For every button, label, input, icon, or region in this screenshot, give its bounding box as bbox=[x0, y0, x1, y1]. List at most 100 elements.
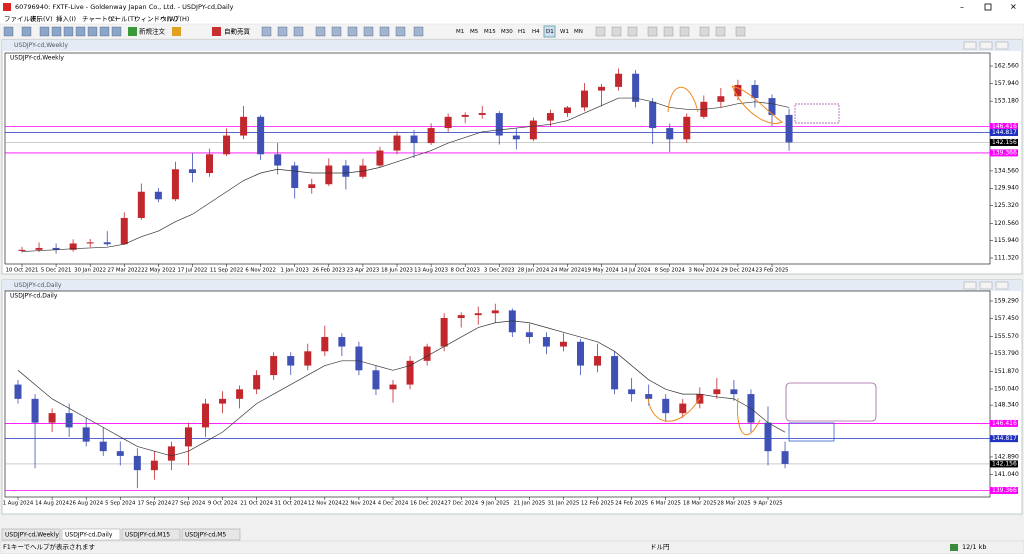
chart-tab-label[interactable]: USDJPY-cd,Weekly bbox=[5, 532, 59, 539]
toolbar-icon[interactable] bbox=[627, 26, 638, 37]
chart-tab[interactable] bbox=[1, 528, 61, 541]
candle-body bbox=[734, 84, 742, 97]
auto-trading-button[interactable]: 自動売買 bbox=[224, 27, 251, 36]
toolbar-icon[interactable] bbox=[99, 26, 110, 37]
toolbar-icon[interactable] bbox=[3, 26, 14, 37]
candle-body bbox=[86, 242, 94, 244]
menu-item[interactable]: 表示(V) bbox=[30, 14, 53, 23]
toolbar-icon[interactable] bbox=[39, 26, 50, 37]
timeframe-button[interactable]: H1 bbox=[518, 29, 526, 35]
toolbar-icon[interactable] bbox=[331, 26, 342, 37]
toolbar-icon[interactable] bbox=[63, 26, 74, 37]
candle-body bbox=[546, 113, 554, 121]
menu-item[interactable]: ウィンドウ(W) bbox=[134, 15, 178, 23]
new-order-button[interactable]: 新規注文 bbox=[139, 27, 166, 36]
candle-body bbox=[410, 135, 418, 144]
x-tick-label: 1 Jan 2023 bbox=[281, 268, 309, 274]
menu-item[interactable]: ファイル(F) bbox=[4, 15, 39, 23]
menu-item[interactable]: チャート(C) bbox=[82, 15, 118, 23]
window-control[interactable] bbox=[963, 281, 977, 290]
timeframe-button[interactable]: M5 bbox=[470, 29, 479, 35]
toolbar-icon[interactable] bbox=[75, 26, 86, 37]
toolbar-icon[interactable] bbox=[363, 26, 374, 37]
x-tick-label: 26 Feb 2023 bbox=[312, 268, 345, 274]
candle-body bbox=[440, 318, 448, 347]
chart-tab-label[interactable]: USDJPY-cd,Daily bbox=[65, 532, 113, 539]
y-tick-label: 125.320 bbox=[994, 202, 1019, 209]
toolbar-icon[interactable] bbox=[172, 27, 181, 36]
toolbar-icon[interactable] bbox=[647, 26, 658, 37]
x-tick-label: 14 Aug 2024 bbox=[35, 501, 70, 507]
timeframe-button[interactable]: MN bbox=[574, 29, 583, 35]
chart-tab-label[interactable]: USDJPY-cd,M15 bbox=[125, 532, 170, 539]
plot-area bbox=[4, 290, 991, 498]
last-price-tag bbox=[990, 460, 1018, 468]
window-control[interactable] bbox=[963, 41, 977, 50]
menu-item[interactable]: ヘルプ(H) bbox=[160, 15, 189, 23]
toolbar-icon[interactable] bbox=[699, 26, 710, 37]
toolbar-icon[interactable] bbox=[379, 26, 390, 37]
timeframe-button[interactable]: M1 bbox=[456, 29, 464, 35]
toolbar-icon[interactable] bbox=[293, 26, 304, 37]
toolbar-icon[interactable] bbox=[715, 26, 726, 37]
toolbar-icon[interactable] bbox=[111, 26, 122, 37]
window-control[interactable] bbox=[995, 41, 1009, 50]
chart-tab[interactable] bbox=[121, 528, 181, 541]
candle-body bbox=[167, 446, 175, 461]
candle-body bbox=[615, 73, 623, 87]
timeframe-button[interactable]: M30 bbox=[501, 29, 513, 35]
candle-body bbox=[150, 460, 158, 471]
timeframe-button[interactable]: W1 bbox=[560, 29, 569, 35]
toolbar-icon[interactable] bbox=[315, 26, 326, 37]
toolbar-icon[interactable] bbox=[679, 26, 690, 37]
toolbar-icon[interactable] bbox=[212, 27, 221, 36]
toolbar-icon[interactable] bbox=[595, 26, 606, 37]
chart-tab[interactable] bbox=[61, 528, 121, 541]
menu-item[interactable]: 挿入(I) bbox=[56, 14, 76, 23]
x-tick-label: 21 Jan 2025 bbox=[513, 501, 545, 507]
toolbar-icon[interactable] bbox=[663, 26, 674, 37]
candle-body bbox=[52, 247, 60, 250]
window-control[interactable] bbox=[979, 41, 993, 50]
toolbar-icon[interactable] bbox=[51, 26, 62, 37]
x-tick-label: 27 Sep 2024 bbox=[172, 501, 206, 507]
toolbar-icon[interactable] bbox=[347, 26, 358, 37]
level-price-tag bbox=[990, 419, 1018, 427]
timeframe-button[interactable]: M15 bbox=[484, 29, 496, 35]
timeframe-button[interactable]: H4 bbox=[532, 29, 540, 35]
toolbar-icon[interactable] bbox=[413, 26, 424, 37]
maximize[interactable] bbox=[984, 3, 992, 11]
toolbar-icon[interactable] bbox=[611, 26, 622, 37]
candle-body bbox=[223, 135, 231, 155]
toolbar-icon[interactable] bbox=[87, 26, 98, 37]
toolbar-icon[interactable] bbox=[21, 26, 32, 37]
window-control[interactable] bbox=[979, 281, 993, 290]
candle-body bbox=[304, 351, 312, 366]
menu-item[interactable]: ツール(T) bbox=[108, 15, 137, 23]
y-tick-label: 134.560 bbox=[994, 167, 1019, 174]
candle-body bbox=[65, 413, 73, 428]
candle-body bbox=[116, 451, 124, 456]
minimize[interactable]: – bbox=[960, 3, 964, 12]
x-tick-label: 22 Nov 2024 bbox=[342, 501, 377, 507]
toolbar-icon[interactable] bbox=[395, 26, 406, 37]
toolbar-icon[interactable] bbox=[128, 27, 137, 36]
chart-window-header bbox=[2, 40, 1022, 51]
toolbar-icon[interactable] bbox=[735, 26, 746, 37]
toolbar-icon[interactable] bbox=[261, 26, 272, 37]
window-control[interactable] bbox=[995, 281, 1009, 290]
candle-body bbox=[325, 165, 333, 185]
candle-body bbox=[662, 398, 670, 414]
chart-tab[interactable] bbox=[181, 528, 241, 541]
candle-body bbox=[35, 247, 43, 250]
close[interactable]: ✕ bbox=[1010, 3, 1017, 12]
level-price-label: 146.416 bbox=[992, 420, 1017, 427]
candle-body bbox=[287, 356, 295, 366]
y-tick-label: 153.180 bbox=[994, 98, 1019, 105]
timeframe-button[interactable]: D1 bbox=[546, 29, 554, 35]
candle-body bbox=[99, 441, 107, 452]
toolbar-icon[interactable] bbox=[277, 26, 288, 37]
chart-tab-label[interactable]: USDJPY-cd,M5 bbox=[185, 532, 226, 539]
candle-body bbox=[666, 128, 674, 140]
